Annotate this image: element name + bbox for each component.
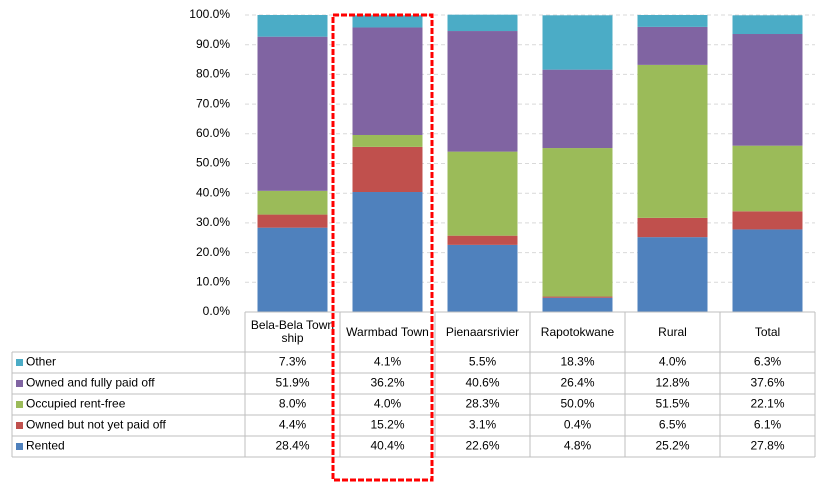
x-tick-label: Total — [754, 324, 781, 339]
value-label: 4.0% — [659, 355, 687, 369]
legend-label: Owned but not yet paid off — [26, 418, 167, 432]
bar-segment — [637, 15, 708, 27]
value-label: 6.5% — [659, 418, 687, 432]
bar-segment — [352, 27, 423, 135]
y-tick-label: 40.0% — [196, 185, 230, 199]
legend-key — [16, 401, 23, 408]
value-label: 12.8% — [655, 376, 689, 390]
value-label: 36.2% — [370, 376, 404, 390]
y-tick-label: 50.0% — [196, 156, 230, 170]
bar-segment — [732, 211, 803, 230]
bar-segment — [257, 15, 328, 37]
value-label: 27.8% — [750, 439, 784, 453]
legend-label: Occupied rent-free — [26, 397, 126, 411]
value-label: 6.1% — [754, 418, 782, 432]
y-tick-label: 60.0% — [196, 126, 230, 140]
value-label: 18.3% — [560, 355, 594, 369]
legend-key — [16, 359, 23, 366]
bar-segment — [447, 14, 518, 32]
bar-segment — [447, 151, 518, 236]
highlight-box — [331, 13, 434, 482]
bar-segment — [732, 145, 803, 212]
bar-segment — [257, 36, 328, 191]
bar-segment — [637, 26, 708, 65]
y-tick-label: 90.0% — [196, 37, 230, 51]
bar-segment — [732, 229, 803, 312]
bar-segment — [352, 15, 423, 28]
y-tick-label: 10.0% — [196, 274, 230, 288]
bar-segment — [352, 134, 423, 147]
bar-segment — [732, 34, 803, 146]
value-label: 26.4% — [560, 376, 594, 390]
value-label: 40.4% — [370, 439, 404, 453]
value-label: 22.6% — [465, 439, 499, 453]
value-label: 4.8% — [564, 439, 592, 453]
value-label: 4.4% — [279, 418, 307, 432]
bar-segment — [542, 297, 613, 312]
value-label: 0.4% — [564, 418, 592, 432]
bar-segment — [542, 148, 613, 297]
legend-key — [16, 443, 23, 450]
x-tick-label: Warmbad Town — [346, 324, 429, 339]
bar-segment — [257, 190, 328, 215]
legend-label: Owned and fully paid off — [26, 376, 155, 390]
y-tick-label: 0.0% — [203, 304, 231, 318]
value-label: 51.5% — [655, 397, 689, 411]
bar-segment — [542, 15, 613, 70]
bar-segment — [447, 244, 518, 312]
value-label: 3.1% — [469, 418, 497, 432]
category-cell: Rapotokwane — [540, 324, 615, 339]
category-cell: Total — [754, 324, 781, 339]
legend-key — [16, 422, 23, 429]
value-label: 50.0% — [560, 397, 594, 411]
y-tick-label: 20.0% — [196, 245, 230, 259]
bar-segment — [637, 217, 708, 238]
bar-segment — [447, 235, 518, 245]
value-label: 37.6% — [750, 376, 784, 390]
bar-segment — [447, 31, 518, 152]
bar-segment — [637, 64, 708, 218]
x-tick-label: Pienaarsrivier — [445, 324, 520, 339]
category-cell: Rural — [658, 324, 687, 339]
value-label: 7.3% — [279, 355, 307, 369]
y-tick-label: 80.0% — [196, 67, 230, 81]
legend-key — [16, 380, 23, 387]
value-label: 4.1% — [374, 355, 402, 369]
value-label: 6.3% — [754, 355, 782, 369]
bar-segment — [352, 146, 423, 193]
value-label: 40.6% — [465, 376, 499, 390]
bar-segment — [542, 69, 613, 149]
value-label: 4.0% — [374, 397, 402, 411]
value-label: 25.2% — [655, 439, 689, 453]
value-label: 51.9% — [275, 376, 309, 390]
y-tick-label: 100.0% — [189, 7, 230, 21]
x-tick-label: Rural — [658, 324, 687, 339]
category-cell: Warmbad Town — [346, 324, 429, 339]
category-cell: Bela-Bela Township — [250, 318, 335, 345]
value-label: 8.0% — [279, 397, 307, 411]
bar-segment — [257, 214, 328, 228]
value-label: 5.5% — [469, 355, 497, 369]
value-label: 15.2% — [370, 418, 404, 432]
bar-segment — [257, 227, 328, 312]
value-label: 28.4% — [275, 439, 309, 453]
bar-segment — [542, 296, 613, 298]
x-tick-label: Rapotokwane — [540, 324, 615, 339]
category-cell: Pienaarsrivier — [445, 324, 520, 339]
y-tick-label: 70.0% — [196, 96, 230, 110]
y-tick-label: 30.0% — [196, 215, 230, 229]
x-tick-label: Bela-Bela Township — [250, 318, 335, 345]
bar-segment — [732, 15, 803, 35]
value-label: 28.3% — [465, 397, 499, 411]
legend-label: Rented — [26, 439, 65, 453]
legend-label: Other — [26, 355, 56, 369]
bar-segment — [352, 192, 423, 312]
value-label: 22.1% — [750, 397, 784, 411]
bar-segment — [637, 237, 708, 312]
